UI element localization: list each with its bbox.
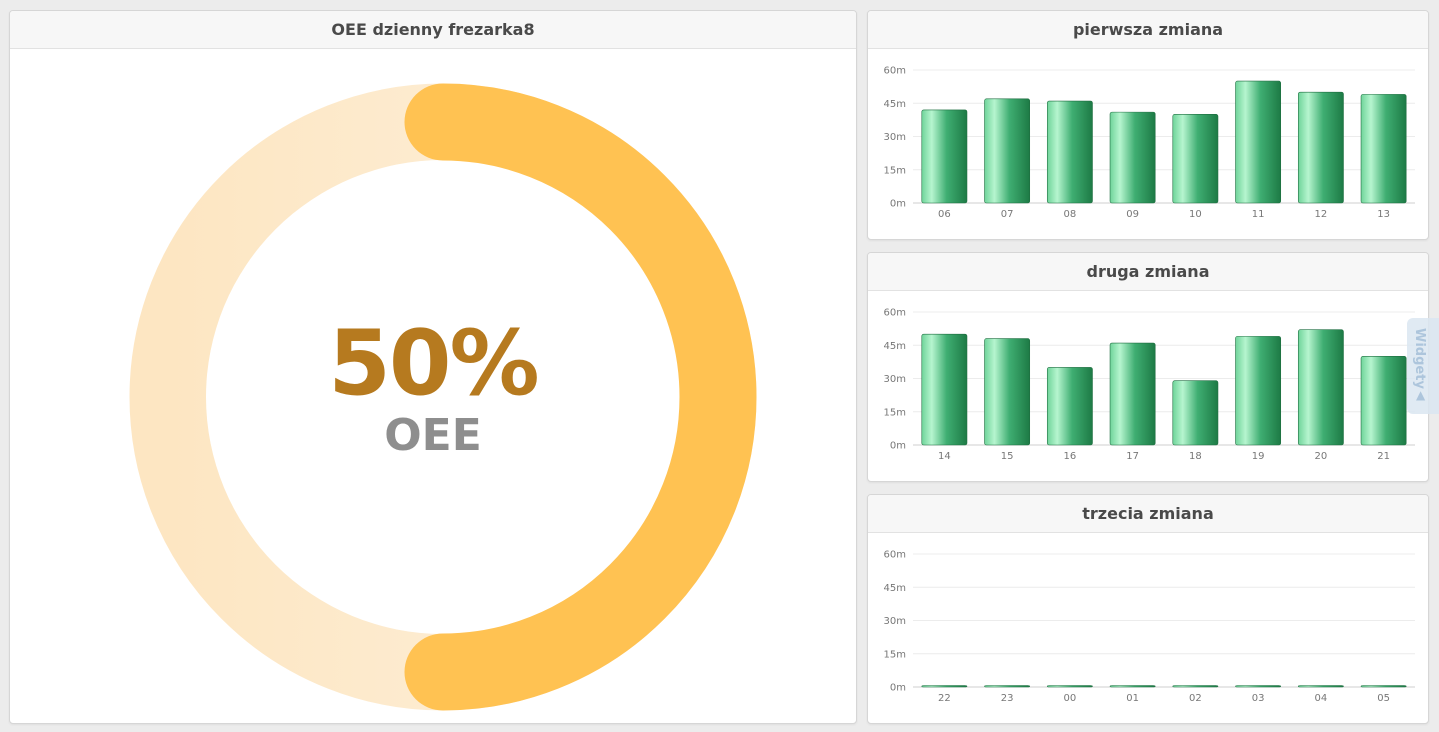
x-tick-label: 19 bbox=[1252, 451, 1265, 462]
y-tick-label: 30m bbox=[884, 616, 906, 627]
x-tick-label: 09 bbox=[1126, 209, 1139, 220]
x-tick-label: 18 bbox=[1189, 451, 1202, 462]
oee-gauge-panel: OEE dzienny frezarka8 50% OEE bbox=[9, 10, 857, 724]
x-tick-label: 16 bbox=[1064, 451, 1077, 462]
donut-value-arc bbox=[404, 83, 757, 711]
x-tick-label: 05 bbox=[1377, 693, 1390, 704]
bar bbox=[1109, 111, 1156, 204]
x-tick-label: 14 bbox=[938, 451, 951, 462]
y-tick-label: 0m bbox=[890, 199, 906, 210]
x-tick-label: 02 bbox=[1189, 693, 1202, 704]
y-tick-label: 0m bbox=[890, 441, 906, 452]
second-shift-title: druga zmiana bbox=[868, 253, 1428, 291]
y-tick-label: 45m bbox=[884, 341, 906, 352]
bar bbox=[921, 109, 968, 204]
x-tick-label: 13 bbox=[1377, 209, 1390, 220]
x-tick-label: 20 bbox=[1315, 451, 1328, 462]
bar bbox=[1046, 100, 1093, 204]
first-shift-title: pierwsza zmiana bbox=[868, 11, 1428, 49]
y-tick-label: 60m bbox=[884, 308, 906, 319]
bar bbox=[1235, 336, 1282, 446]
third-shift-title: trzecia zmiana bbox=[868, 495, 1428, 533]
y-tick-label: 30m bbox=[884, 374, 906, 385]
y-tick-label: 15m bbox=[884, 407, 906, 418]
second-shift-panel: druga zmiana 0m 15m 30m 45m 60m 14 15 16 17 18 19 2… bbox=[867, 252, 1429, 482]
x-tick-label: 04 bbox=[1315, 693, 1328, 704]
bar bbox=[1172, 114, 1219, 204]
y-tick-label: 60m bbox=[884, 550, 906, 561]
y-tick-label: 15m bbox=[884, 649, 906, 660]
first-shift-chart: 0m 15m 30m 45m 60m 06 07 08 09 10 11 12 13 bbox=[884, 66, 1415, 220]
bar bbox=[984, 685, 1031, 688]
first-shift-panel: pierwsza zmiana 0m 15m 30m 45m 60m 06 07 08 09 10… bbox=[867, 10, 1429, 240]
x-tick-label: 08 bbox=[1064, 209, 1077, 220]
bar bbox=[984, 98, 1031, 204]
widgets-tab[interactable]: Widgety ▲ bbox=[1407, 318, 1439, 414]
x-tick-label: 11 bbox=[1252, 209, 1265, 220]
second-shift-chart: 0m 15m 30m 45m 60m 14 15 16 17 18 19 20 21 bbox=[884, 308, 1415, 462]
triangle-up-icon: ▲ bbox=[1416, 388, 1426, 402]
bar bbox=[1297, 91, 1344, 204]
widgets-tab-label: Widgety bbox=[1412, 328, 1427, 389]
bar bbox=[1109, 685, 1156, 688]
bar bbox=[1235, 80, 1282, 204]
donut-center bbox=[206, 160, 680, 634]
bar bbox=[1360, 94, 1407, 204]
bar bbox=[1360, 685, 1407, 688]
x-tick-label: 00 bbox=[1064, 693, 1077, 704]
y-tick-label: 45m bbox=[884, 583, 906, 594]
bar bbox=[1046, 685, 1093, 688]
x-tick-label: 21 bbox=[1377, 451, 1390, 462]
x-tick-label: 07 bbox=[1001, 209, 1014, 220]
third-shift-panel: trzecia zmiana 0m 15m 30m 45m 60m 22 23 00 01 02 0… bbox=[867, 494, 1429, 724]
bar bbox=[1109, 342, 1156, 446]
bar bbox=[921, 333, 968, 446]
third-shift-chart: 0m 15m 30m 45m 60m 22 23 00 01 02 03 04 05 bbox=[884, 550, 1415, 704]
oee-gauge: 50% OEE bbox=[10, 49, 856, 723]
oee-label-text: OEE bbox=[384, 410, 482, 461]
x-tick-label: 01 bbox=[1126, 693, 1139, 704]
bar bbox=[984, 338, 1031, 446]
oee-donut bbox=[129, 83, 757, 711]
y-tick-label: 60m bbox=[884, 66, 906, 77]
x-tick-label: 06 bbox=[938, 209, 951, 220]
bar bbox=[1297, 685, 1344, 688]
bar bbox=[1235, 685, 1282, 688]
x-tick-label: 15 bbox=[1001, 451, 1014, 462]
bar bbox=[921, 685, 968, 688]
bar bbox=[1297, 329, 1344, 446]
y-tick-label: 0m bbox=[890, 683, 906, 694]
oee-panel-title: OEE dzienny frezarka8 bbox=[10, 11, 856, 49]
x-tick-label: 03 bbox=[1252, 693, 1265, 704]
y-tick-label: 15m bbox=[884, 165, 906, 176]
x-tick-label: 22 bbox=[938, 693, 951, 704]
oee-value-text: 50% bbox=[328, 311, 539, 416]
x-tick-label: 10 bbox=[1189, 209, 1202, 220]
bar bbox=[1046, 367, 1093, 446]
y-tick-label: 45m bbox=[884, 99, 906, 110]
bar bbox=[1172, 685, 1219, 688]
x-tick-label: 12 bbox=[1315, 209, 1328, 220]
bar bbox=[1360, 356, 1407, 446]
y-tick-label: 30m bbox=[884, 132, 906, 143]
x-tick-label: 17 bbox=[1126, 451, 1139, 462]
bar bbox=[1172, 380, 1219, 446]
x-tick-label: 23 bbox=[1001, 693, 1014, 704]
